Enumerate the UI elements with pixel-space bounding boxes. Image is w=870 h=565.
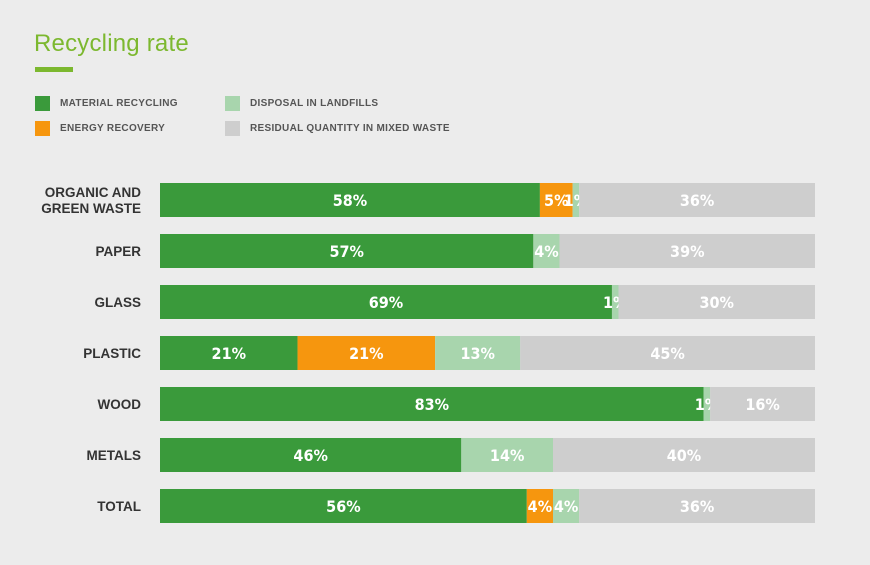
bar-segment-organic-and-green-waste-disposal-in-landfills xyxy=(572,183,580,217)
data-label-wood-material-recycling: 83% xyxy=(415,395,449,414)
data-label-metals-residual-quantity-in-mixed-waste: 40% xyxy=(667,446,701,465)
category-label-total: TOTAL xyxy=(97,499,141,514)
bar-segment-total-energy-recovery xyxy=(526,489,553,523)
legend-item-energy-recovery: ENERGY RECOVERY xyxy=(35,121,165,136)
bar-segment-organic-and-green-waste-energy-recovery xyxy=(539,183,573,217)
legend-item-material-recycling: MATERIAL RECYCLING xyxy=(35,96,178,111)
bar-segment-plastic-residual-quantity-in-mixed-waste xyxy=(520,336,815,370)
data-label-paper-disposal-in-landfills: 4% xyxy=(534,242,558,261)
data-label-plastic-energy-recovery: 21% xyxy=(349,344,383,363)
bar-segment-paper-material-recycling xyxy=(160,234,534,268)
category-label-metals: METALS xyxy=(87,448,142,463)
data-label-glass-material-recycling: 69% xyxy=(369,293,403,312)
legend-item-residual-quantity: RESIDUAL QUANTITY IN MIXED WASTE xyxy=(225,121,450,136)
data-label-organic-and-green-waste-residual-quantity-in-mixed-waste: 36% xyxy=(680,191,714,210)
bar-segment-paper-residual-quantity-in-mixed-waste xyxy=(559,234,815,268)
bar-segment-wood-material-recycling xyxy=(160,387,704,421)
legend-swatch-disposal-in-landfills xyxy=(225,96,240,111)
legend-swatch-residual-quantity xyxy=(225,121,240,136)
bar-segment-glass-residual-quantity-in-mixed-waste xyxy=(618,285,815,319)
data-label-total-disposal-in-landfills: 4% xyxy=(554,497,578,516)
bar-segment-metals-disposal-in-landfills xyxy=(461,438,553,472)
bar-segment-total-disposal-in-landfills xyxy=(553,489,580,523)
bar-segment-metals-residual-quantity-in-mixed-waste xyxy=(553,438,815,472)
category-label-wood: WOOD xyxy=(98,397,142,412)
category-label-line: TOTAL xyxy=(97,499,141,514)
data-label-organic-and-green-waste-energy-recovery: 5% xyxy=(544,191,568,210)
category-label-paper: PAPER xyxy=(95,244,141,259)
bar-segment-metals-material-recycling xyxy=(160,438,462,472)
category-label-glass: GLASS xyxy=(94,295,141,310)
data-label-total-residual-quantity-in-mixed-waste: 36% xyxy=(680,497,714,516)
legend-swatch-energy-recovery xyxy=(35,121,50,136)
data-label-paper-residual-quantity-in-mixed-waste: 39% xyxy=(670,242,704,261)
legend-label-material-recycling: MATERIAL RECYCLING xyxy=(60,98,178,109)
data-label-plastic-residual-quantity-in-mixed-waste: 45% xyxy=(650,344,684,363)
legend-label-residual-quantity: RESIDUAL QUANTITY IN MIXED WASTE xyxy=(250,123,450,134)
data-label-wood-residual-quantity-in-mixed-waste: 16% xyxy=(745,395,779,414)
chart-title: Recycling rate xyxy=(34,30,189,57)
category-label-line: PLASTIC xyxy=(83,346,141,361)
category-label-line: GLASS xyxy=(94,295,141,310)
category-label-line: ORGANIC AND xyxy=(45,185,141,200)
bar-segment-glass-material-recycling xyxy=(160,285,612,319)
data-label-total-energy-recovery: 4% xyxy=(528,497,552,516)
data-label-glass-residual-quantity-in-mixed-waste: 30% xyxy=(700,293,734,312)
bar-segment-plastic-energy-recovery xyxy=(297,336,436,370)
category-label-organic-and-green-waste: ORGANIC AND GREEN WASTE xyxy=(41,185,141,216)
bar-segment-total-residual-quantity-in-mixed-waste xyxy=(579,489,815,523)
bar-segment-total-material-recycling xyxy=(160,489,527,523)
category-label-line: METALS xyxy=(87,448,142,463)
bar-segment-wood-disposal-in-landfills xyxy=(703,387,711,421)
data-label-plastic-disposal-in-landfills: 13% xyxy=(460,344,494,363)
category-label-line: WOOD xyxy=(98,397,142,412)
legend-label-disposal-in-landfills: DISPOSAL IN LANDFILLS xyxy=(250,98,379,109)
title-underline xyxy=(35,67,73,72)
data-label-metals-disposal-in-landfills: 14% xyxy=(490,446,524,465)
legend-swatch-material-recycling xyxy=(35,96,50,111)
bar-segment-paper-disposal-in-landfills xyxy=(533,234,560,268)
bar-segment-wood-residual-quantity-in-mixed-waste xyxy=(710,387,815,421)
legend-label-energy-recovery: ENERGY RECOVERY xyxy=(60,123,166,134)
bar-segment-organic-and-green-waste-residual-quantity-in-mixed-waste xyxy=(579,183,815,217)
bar-segment-glass-disposal-in-landfills xyxy=(611,285,619,319)
data-label-total-material-recycling: 56% xyxy=(326,497,360,516)
data-label-plastic-material-recycling: 21% xyxy=(212,344,246,363)
category-label-line: GREEN WASTE xyxy=(41,201,141,216)
data-label-organic-and-green-waste-material-recycling: 58% xyxy=(333,191,367,210)
data-label-paper-material-recycling: 57% xyxy=(329,242,363,261)
bar-segment-plastic-material-recycling xyxy=(160,336,298,370)
bar-segment-plastic-disposal-in-landfills xyxy=(435,336,521,370)
legend-item-disposal-in-landfills: DISPOSAL IN LANDFILLS xyxy=(225,96,378,111)
data-label-metals-material-recycling: 46% xyxy=(293,446,327,465)
category-label-line: PAPER xyxy=(95,244,141,259)
bar-segment-organic-and-green-waste-material-recycling xyxy=(160,183,540,217)
category-label-plastic: PLASTIC xyxy=(83,346,141,361)
